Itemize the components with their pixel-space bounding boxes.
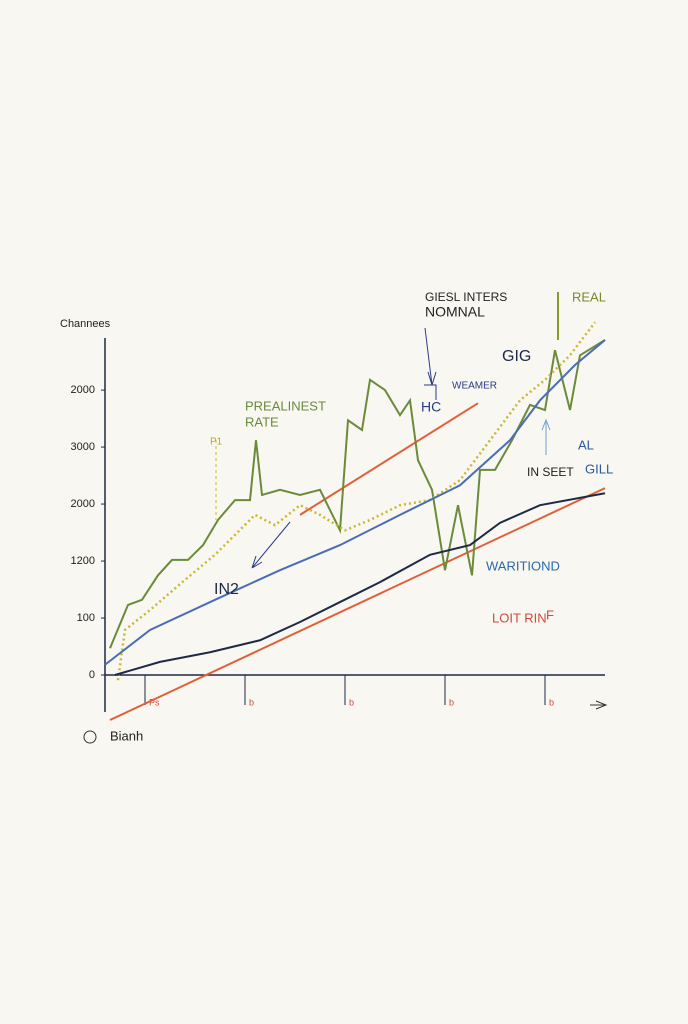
annotation: GIG bbox=[502, 348, 531, 365]
x-tick-label: b bbox=[449, 697, 454, 707]
y-tick-label: 2000 bbox=[71, 498, 95, 510]
annotation: GIESL INTERS bbox=[425, 290, 507, 304]
annotation: Bianh bbox=[110, 728, 143, 743]
y-tick-label: 3000 bbox=[71, 441, 95, 453]
annotation: AL bbox=[578, 437, 594, 452]
annotation: IN SEET bbox=[527, 465, 574, 479]
series-line bbox=[299, 402, 479, 516]
y-tick-label: 1200 bbox=[71, 555, 95, 567]
annotation: GILL bbox=[585, 461, 613, 476]
series-line bbox=[104, 339, 606, 666]
annotation: REAL bbox=[572, 289, 606, 304]
arrow bbox=[424, 327, 437, 400]
annotation: PREALINEST bbox=[245, 398, 326, 413]
annotation: F bbox=[546, 607, 554, 622]
y-tick-label: 100 bbox=[77, 612, 95, 624]
annotation: NOMNAL bbox=[425, 304, 485, 320]
icon bbox=[83, 730, 97, 744]
annotation: WARITIOND bbox=[486, 558, 560, 573]
series-line bbox=[109, 487, 606, 721]
plot-area: 0 100 1200 2000 3000 2000 Ps b b b b bbox=[71, 321, 606, 721]
y-tick-label: 0 bbox=[89, 669, 95, 681]
x-tick-label: b bbox=[549, 697, 554, 707]
annotation: HC bbox=[421, 399, 441, 415]
x-tick-label: b bbox=[349, 697, 354, 707]
annotation: RATE bbox=[245, 414, 279, 429]
series-line bbox=[109, 339, 606, 649]
axis-arrow bbox=[590, 700, 608, 710]
x-tick-label: Ps bbox=[149, 697, 160, 707]
arrow bbox=[541, 418, 551, 455]
series-line bbox=[114, 492, 606, 676]
annotation: LOIT RIN bbox=[492, 610, 547, 625]
annotation: P1 bbox=[210, 437, 223, 448]
series-line bbox=[116, 321, 596, 681]
annotation: WEAMER bbox=[452, 381, 497, 392]
y-axis-label: Channees bbox=[60, 318, 111, 330]
arrow bbox=[251, 521, 291, 569]
y-tick-label: 2000 bbox=[71, 384, 95, 396]
annotation: IN2 bbox=[214, 581, 239, 598]
x-tick-label: b bbox=[249, 697, 254, 707]
